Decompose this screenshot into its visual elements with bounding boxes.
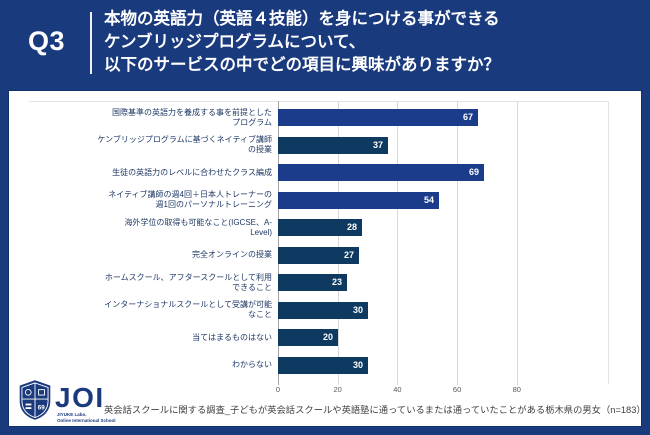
joi-shield-logo-icon: 69 (19, 380, 51, 420)
bar: 69 (278, 164, 484, 181)
bar-row: ネイティブ講師の週4回＋日本人トレーナーの 週1回のパーソナルトレーニング 54 (9, 186, 608, 214)
joi-logo-subtext: JIYUKE Labo. Online International School (57, 412, 116, 423)
bar-row: 国際基準の英語力を養成する事を前提とした プログラム 67 (9, 104, 608, 132)
bar-value-label: 30 (352, 359, 363, 370)
gridline (397, 101, 399, 385)
plot-area-top-border (29, 101, 609, 102)
bar-value-label: 23 (331, 277, 342, 287)
bar-row: 海外学位の取得も可能なこと(IGCSE、A- Level) 28 (9, 214, 608, 242)
x-axis-tick-label: 40 (393, 385, 402, 394)
category-label: わからない (232, 360, 272, 369)
bar-value-label: 54 (423, 194, 434, 205)
bar-value-label: 30 (352, 304, 363, 315)
x-axis-tick-label: 60 (452, 385, 462, 394)
bar: 23 (278, 274, 347, 291)
bar: 30 (278, 356, 368, 374)
bar: 28 (278, 219, 362, 236)
bar-row: 当てはまるものはない 20 (9, 324, 608, 352)
category-label: 国際基準の英語力を養成する事を前提とした プログラム (112, 107, 272, 127)
bar-value-label: 28 (346, 222, 357, 232)
x-axis-tick-label: 80 (512, 385, 521, 394)
bar: 54 (278, 191, 439, 209)
plot-area-right-border (608, 101, 609, 384)
bar-value-label: 20 (322, 332, 333, 342)
svg-text:69: 69 (38, 404, 46, 411)
bar-row: 生徒の英語力のレベルに合わせたクラス編成 69 (9, 159, 608, 187)
bar-value-label: 37 (372, 139, 383, 150)
bar: 67 (278, 109, 478, 126)
survey-source-note: 英会話スクールに関する調査_子どもが英会話スクールや英語塾に通っているまたは通っ… (104, 405, 646, 415)
bar: 20 (278, 329, 338, 346)
question-header: Q3 本物の英語力（英語４技能）を身につける事ができる ケンブリッジプログラムに… (0, 0, 650, 90)
bar-row: 完全オンラインの授業 27 (9, 241, 608, 269)
category-label: ネイティブ講師の週4回＋日本人トレーナーの 週1回のパーソナルトレーニング (108, 190, 272, 209)
category-label: ホームスクール、アフタースクールとして利用 できること (104, 272, 272, 292)
category-axis-line (278, 101, 279, 385)
x-axis-tick-label: 0 (275, 385, 281, 394)
x-axis-tick-label: 20 (333, 385, 342, 394)
category-label: インターナショナルスクールとして受講が可能 なこと (104, 300, 272, 319)
bar-value-label: 67 (462, 112, 473, 122)
bar-value-label: 69 (468, 167, 479, 177)
category-label: 完全オンラインの授業 (192, 250, 272, 259)
gridline (337, 101, 339, 385)
category-label: 海外学位の取得も可能なこと(IGCSE、A- Level) (124, 217, 272, 237)
bar: 30 (278, 301, 368, 319)
question-title: 本物の英語力（英語４技能）を身につける事ができる ケンブリッジプログラムについて… (104, 10, 500, 74)
bar-row: ホームスクール、アフタースクールとして利用 できること 23 (9, 269, 608, 297)
category-label: 当てはまるものはない (192, 332, 272, 342)
gridline (457, 101, 459, 385)
bar: 37 (278, 136, 388, 154)
bar-value-label: 27 (343, 249, 354, 260)
header-divider (90, 12, 92, 74)
question-number: Q3 (28, 26, 66, 56)
joi-logo-text: JOI (55, 382, 105, 413)
chart-panel: 国際基準の英語力を養成する事を前提とした プログラム 67 ケンブリッジプログラムに… (8, 90, 646, 427)
bar: 27 (278, 246, 359, 264)
bar-row: ケンブリッジプログラムに基づくネイティブ講師 の授業 37 (9, 131, 608, 159)
bar-row: わからない 30 (9, 351, 608, 379)
gridline (516, 101, 518, 385)
category-label: ケンブリッジプログラムに基づくネイティブ講師 の授業 (97, 135, 272, 154)
bar-row: インターナショナルスクールとして受講が可能 なこと 30 (9, 296, 608, 324)
category-label: 生徒の英語力のレベルに合わせたクラス編成 (112, 167, 272, 177)
